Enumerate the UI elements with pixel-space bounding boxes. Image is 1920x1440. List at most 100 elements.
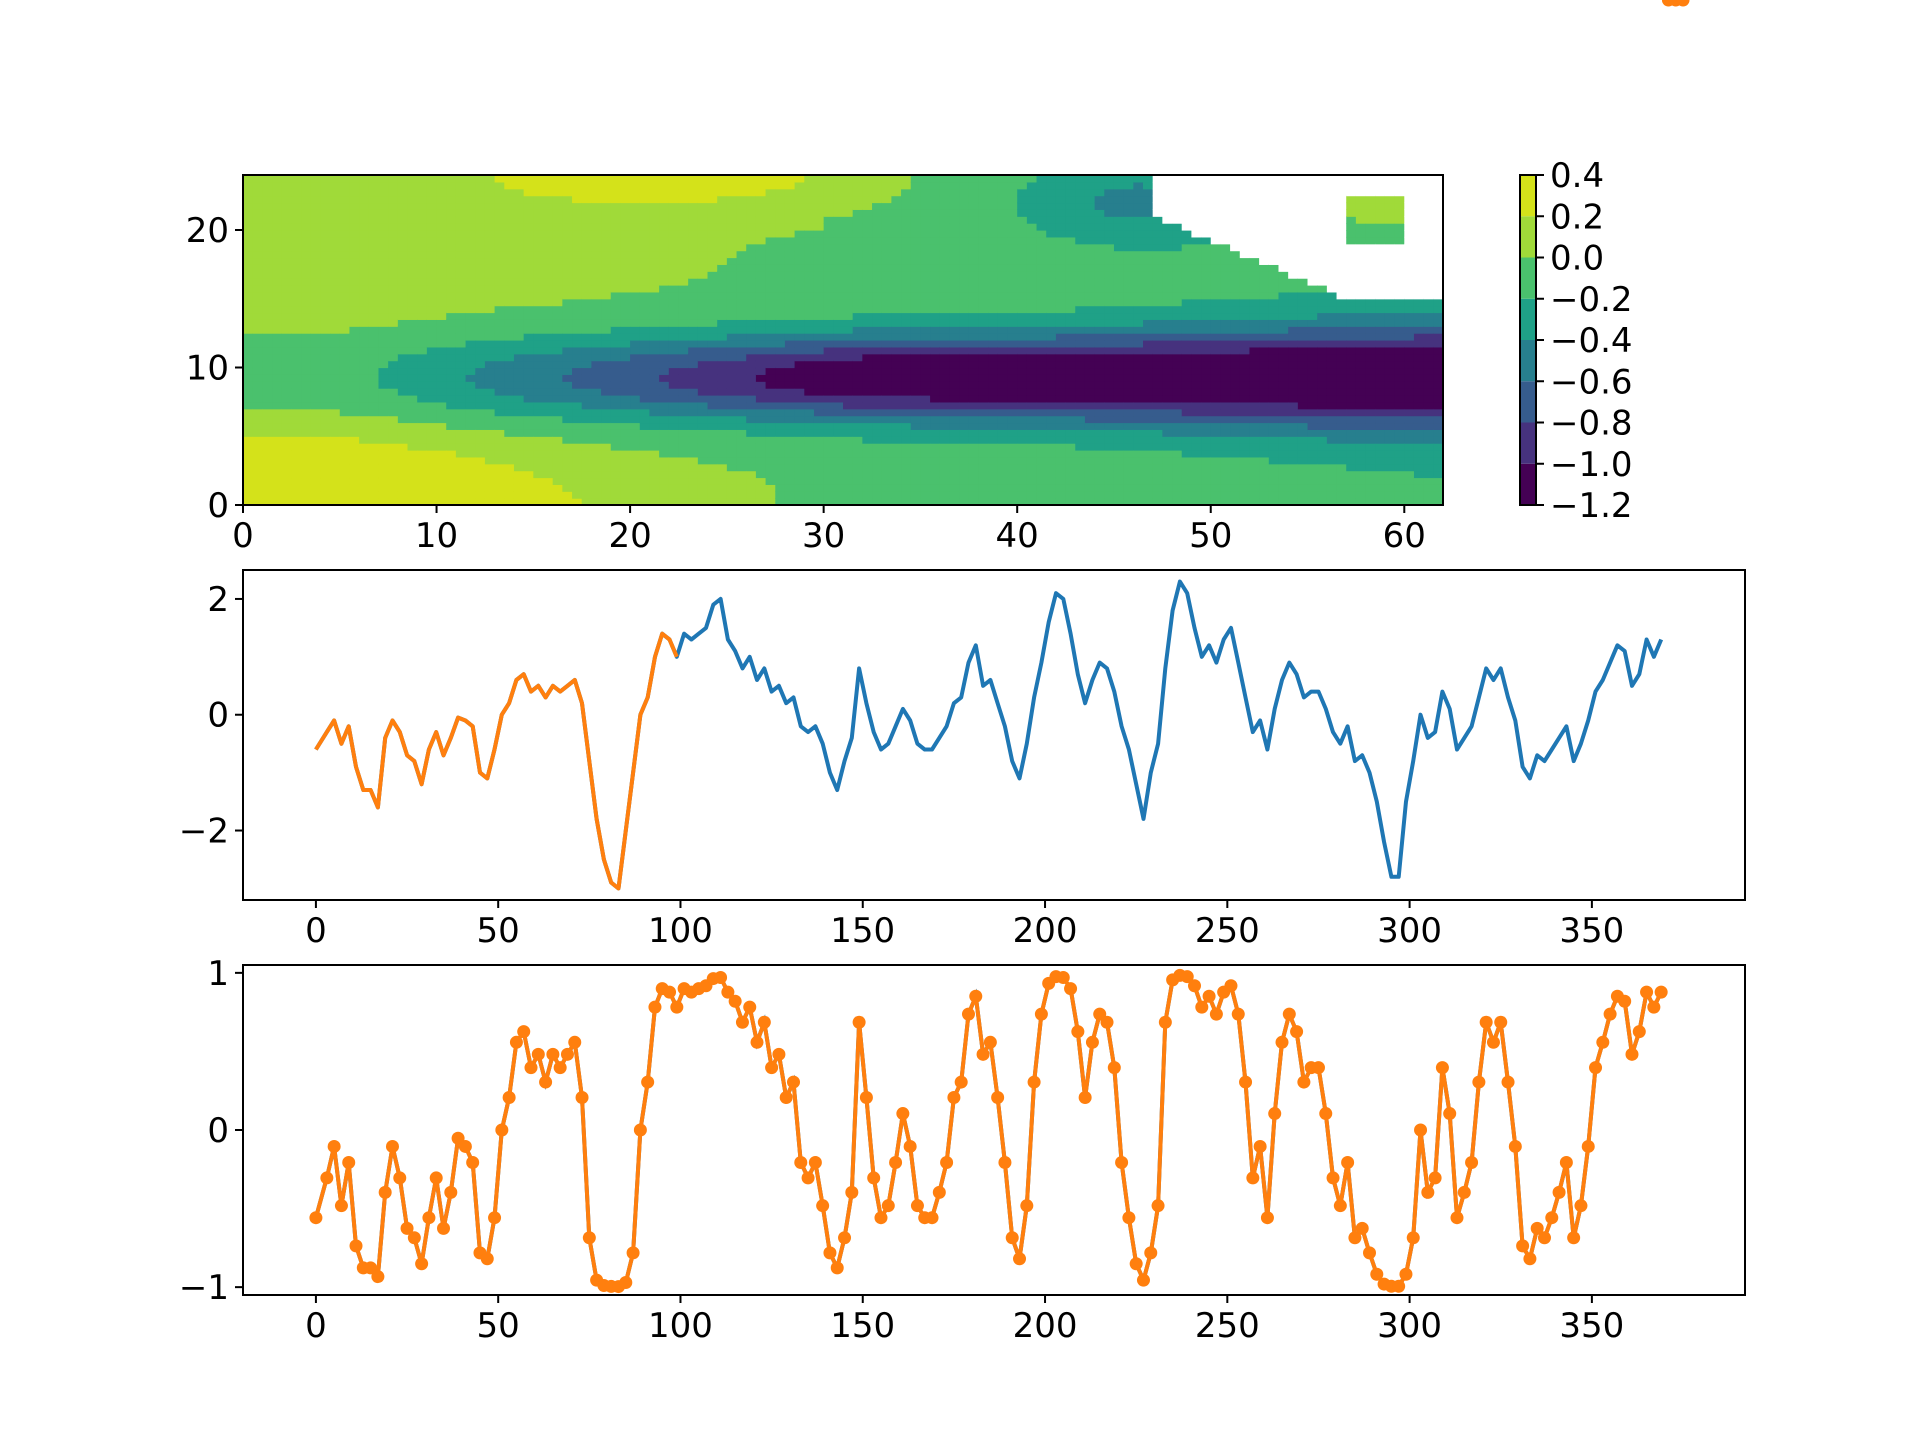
contour-cell — [301, 305, 312, 314]
contour-cell — [920, 374, 931, 382]
contour-cell — [494, 470, 505, 479]
contour-cell — [959, 202, 970, 210]
contour-cell — [407, 202, 418, 210]
contour-cell — [1036, 326, 1047, 334]
contour-cell — [678, 415, 689, 424]
contour-cell — [426, 319, 438, 327]
contour-cell — [465, 243, 476, 252]
contour-cell — [1017, 436, 1028, 444]
contour-cell — [436, 374, 447, 382]
contour-cell — [620, 388, 631, 396]
contour-cell — [707, 436, 718, 444]
contour-cell — [872, 395, 883, 403]
contour-cell — [417, 271, 428, 279]
contour-cell — [1143, 257, 1154, 265]
contour-cell — [939, 422, 951, 430]
contour-cell — [1065, 415, 1076, 424]
contour-cell — [688, 436, 699, 444]
contour-cell — [1220, 223, 1231, 231]
contour-cell — [668, 202, 680, 210]
contour-cell — [1123, 181, 1134, 190]
contour-cell — [1046, 298, 1057, 307]
contour-cell — [301, 250, 312, 259]
contour-cell — [1036, 216, 1047, 224]
contour-cell — [1201, 188, 1212, 197]
contour-cell — [1152, 346, 1163, 355]
contour-cell — [272, 415, 283, 424]
contour-cell — [272, 181, 283, 190]
contour-cell — [272, 236, 283, 245]
contour-cell — [513, 333, 525, 341]
contour-cell — [1162, 498, 1173, 506]
contour-cell — [630, 353, 641, 362]
contour-cell — [426, 291, 438, 300]
contour-cell — [1026, 429, 1038, 437]
contour-cell — [1220, 285, 1231, 293]
contour-cell — [1075, 188, 1086, 197]
contour-cell — [1201, 422, 1212, 430]
contour-cell — [997, 291, 1009, 300]
contour-cell — [291, 340, 302, 348]
contour-cell — [610, 408, 622, 417]
contour-cell — [543, 353, 554, 362]
contour-cell — [707, 326, 718, 334]
contour-cell — [1152, 326, 1163, 334]
contour-cell — [552, 312, 563, 320]
contour-cell — [388, 209, 399, 217]
contour-cell — [1084, 243, 1096, 252]
contour-cell — [359, 243, 370, 252]
contour-cell — [494, 374, 505, 382]
contour-cell — [320, 360, 331, 369]
contour-cell — [562, 388, 573, 396]
contour-cell — [455, 429, 467, 437]
contour-cell — [407, 188, 418, 197]
contour-cell — [959, 422, 970, 430]
contour-cell — [978, 175, 989, 183]
contour-cell — [523, 298, 534, 307]
contour-cell — [1230, 223, 1241, 231]
contour-cell — [833, 463, 844, 472]
contour-cell — [1162, 305, 1173, 314]
contour-cell — [310, 401, 322, 410]
contour-cell — [1210, 470, 1222, 479]
contour-cell — [668, 209, 680, 217]
contour-cell — [1152, 298, 1163, 307]
contour-cell — [504, 175, 515, 183]
contour-cell — [862, 450, 873, 458]
contour-cell — [823, 326, 834, 334]
contour-cell — [833, 415, 844, 424]
contour-cell — [862, 498, 873, 506]
contour-cell — [765, 456, 776, 465]
contour-cell — [1230, 346, 1241, 355]
contour-cell — [1152, 250, 1163, 259]
contour-cell — [330, 498, 341, 506]
contour-cell — [852, 415, 863, 424]
contour-cell — [378, 319, 389, 327]
contour-cell — [1104, 367, 1115, 375]
contour-cell — [543, 188, 554, 197]
contour-cell — [891, 381, 902, 389]
contour-cell — [533, 367, 544, 375]
contour-cell — [1181, 271, 1192, 279]
contour-cell — [891, 175, 902, 183]
contour-cell — [562, 278, 573, 286]
contour-cell — [1017, 202, 1028, 210]
contour-cell — [1210, 346, 1222, 355]
contour-cell — [320, 285, 331, 293]
contour-cell — [339, 388, 351, 396]
contour-cell — [649, 250, 660, 259]
contour-cell — [1239, 326, 1251, 334]
contour-cell — [1172, 429, 1183, 437]
contour-cell — [852, 367, 863, 375]
contour-cell — [949, 374, 960, 382]
contour-cell — [272, 195, 283, 204]
contour-cell — [610, 250, 622, 259]
contour-cell — [813, 408, 825, 417]
contour-cell — [1162, 195, 1173, 204]
contour-cell — [1065, 271, 1076, 279]
contour-cell — [678, 326, 689, 334]
contour-cell — [1133, 264, 1144, 272]
contour-cell — [252, 291, 263, 300]
contour-cell — [949, 333, 960, 341]
contour-cell — [1220, 298, 1231, 307]
